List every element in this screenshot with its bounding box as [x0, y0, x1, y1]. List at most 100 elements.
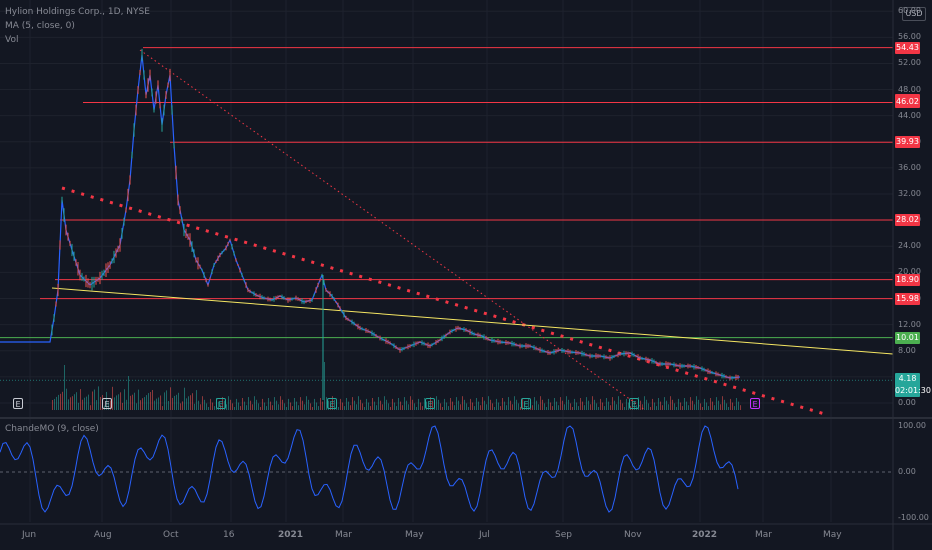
volume-bar: [246, 405, 247, 410]
indicator-legend[interactable]: ChandeMO (9, close): [5, 424, 99, 434]
volume-bar: [184, 387, 185, 410]
earnings-marker[interactable]: E: [750, 398, 760, 409]
volume-bar: [90, 405, 91, 410]
volume-bar: [510, 400, 511, 410]
currency-button[interactable]: USD: [902, 7, 926, 21]
volume-bar: [730, 398, 731, 410]
volume-bar: [330, 404, 331, 410]
volume-bar: [486, 404, 487, 410]
volume-bar: [734, 406, 735, 410]
volume-bar: [130, 395, 131, 410]
time-tick-label: 2021: [278, 530, 304, 540]
volume-bar: [268, 398, 269, 410]
symbol-title[interactable]: Hylion Holdings Corp., 1D, NYSE: [5, 7, 150, 17]
volume-bar: [430, 397, 431, 410]
volume-bar: [684, 398, 685, 410]
volume-bar: [92, 391, 93, 410]
volume-bar: [342, 402, 343, 410]
volume-bar: [648, 403, 649, 410]
volume-bar: [310, 403, 311, 410]
volume-bar: [148, 393, 149, 410]
earnings-marker[interactable]: E: [13, 398, 23, 409]
volume-bar: [178, 392, 179, 410]
earnings-marker[interactable]: E: [102, 398, 112, 409]
volume-bar: [222, 397, 223, 410]
volume-bar: [582, 401, 583, 410]
volume-bar: [550, 402, 551, 410]
volume-bar: [500, 406, 501, 410]
volume-bar: [134, 392, 135, 410]
time-tick-label: Sep: [555, 530, 572, 540]
volume-bar: [682, 406, 683, 410]
volume-bar: [220, 405, 221, 410]
volume-bar: [644, 396, 645, 410]
time-tick-label: Mar: [335, 530, 352, 540]
volume-bar: [482, 397, 483, 410]
ma-legend[interactable]: MA (5, close, 0): [5, 21, 75, 31]
volume-bar: [396, 406, 397, 410]
volume-bar: [214, 406, 215, 410]
volume-bar: [398, 398, 399, 410]
volume-bar: [574, 398, 575, 410]
level-badge: 28.02: [895, 214, 920, 227]
earnings-marker[interactable]: E: [216, 398, 226, 409]
steep-trendline: [139, 49, 646, 411]
volume-bar: [108, 402, 109, 410]
volume-bar: [714, 405, 715, 410]
volume-bar: [72, 396, 73, 410]
volume-bar: [438, 399, 439, 410]
earnings-marker[interactable]: E: [327, 398, 337, 409]
volume-bar: [584, 405, 585, 410]
volume-bar: [236, 398, 237, 410]
volume-bar: [448, 406, 449, 410]
volume-bar: [292, 406, 293, 410]
volume-bar: [298, 405, 299, 410]
volume-bar: [554, 398, 555, 410]
volume-bar: [286, 407, 287, 410]
volume-bar: [728, 407, 729, 410]
volume-bar: [228, 396, 229, 410]
volume-bar: [340, 398, 341, 410]
volume-bar: [60, 393, 61, 410]
volume-bar: [556, 401, 557, 410]
volume-bar: [572, 407, 573, 410]
volume-bar: [590, 404, 591, 410]
volume-bar: [386, 399, 387, 410]
volume-bar: [504, 401, 505, 410]
indicator-tick-label: 100.00: [898, 421, 926, 430]
volume-bar: [466, 403, 467, 410]
volume-bar: [428, 405, 429, 410]
earnings-marker[interactable]: E: [521, 398, 531, 409]
volume-bar: [702, 407, 703, 410]
price-tick-label: 24.00: [898, 241, 921, 251]
volume-bar: [348, 401, 349, 410]
volume-bar: [198, 400, 199, 410]
volume-bar: [264, 402, 265, 410]
volume-bar: [488, 396, 489, 410]
volume-bar: [586, 397, 587, 410]
volume-bar: [536, 400, 537, 410]
volume-bar: [114, 397, 115, 410]
volume-bar: [64, 365, 65, 410]
earnings-marker[interactable]: E: [425, 398, 435, 409]
volume-bar: [598, 407, 599, 410]
volume-bar: [344, 406, 345, 410]
volume-bar: [136, 403, 137, 410]
horizontal-levels[interactable]: [0, 47, 893, 381]
volume-bar: [640, 400, 641, 410]
price-tick-label: 32.00: [898, 189, 921, 199]
volume-bar: [668, 404, 669, 410]
volume-legend[interactable]: Vol: [5, 35, 19, 45]
volume-bar: [118, 394, 119, 410]
price-tick-label: 36.00: [898, 162, 921, 172]
volume-bar: [602, 402, 603, 410]
volume-bar: [106, 391, 107, 410]
volume-bar: [126, 399, 127, 410]
trendlines[interactable]: [51, 49, 894, 417]
volume-bar: [172, 397, 173, 410]
volume-bar: [678, 398, 679, 410]
earnings-marker[interactable]: E: [629, 398, 639, 409]
volume-bar: [634, 401, 635, 410]
